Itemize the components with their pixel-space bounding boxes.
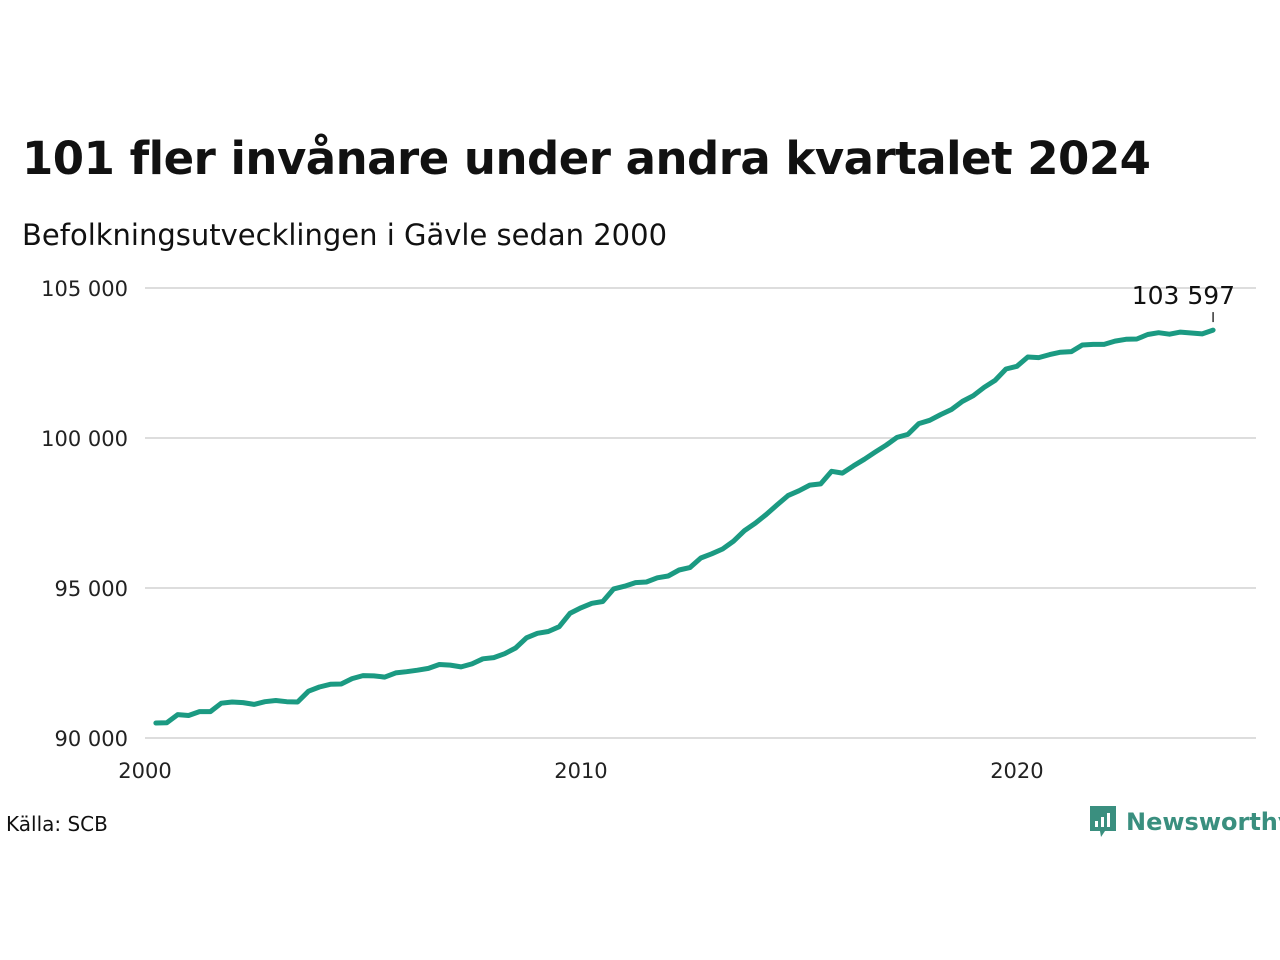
brand-name: Newsworthy [1126,808,1280,836]
last-value-annotation: 103 597 [1132,281,1235,323]
chart-subtitle: Befolkningsutvecklingen i Gävle sedan 20… [22,218,668,252]
x-axis: 2000 2010 2020 [118,759,1043,783]
annotation-label: 103 597 [1132,281,1235,310]
y-axis: 90 000 95 000 100 000 105 000 [41,277,128,751]
series-line [153,327,1216,726]
newsworthy-logo-icon [1090,806,1116,837]
grid-lines [145,287,1256,739]
y-tick-label: 90 000 [55,727,128,751]
x-tick-label: 2020 [990,759,1043,783]
brand-logo: Newsworthy [1088,804,1280,840]
series-population [153,327,1216,726]
x-tick-label: 2000 [118,759,171,783]
x-tick-label: 2010 [554,759,607,783]
y-tick-label: 95 000 [55,577,128,601]
chart-title: 101 fler invånare under andra kvartalet … [22,132,1151,185]
y-tick-label: 100 000 [41,427,128,451]
y-tick-label: 105 000 [41,277,128,301]
source-note: Källa: SCB [6,812,108,836]
